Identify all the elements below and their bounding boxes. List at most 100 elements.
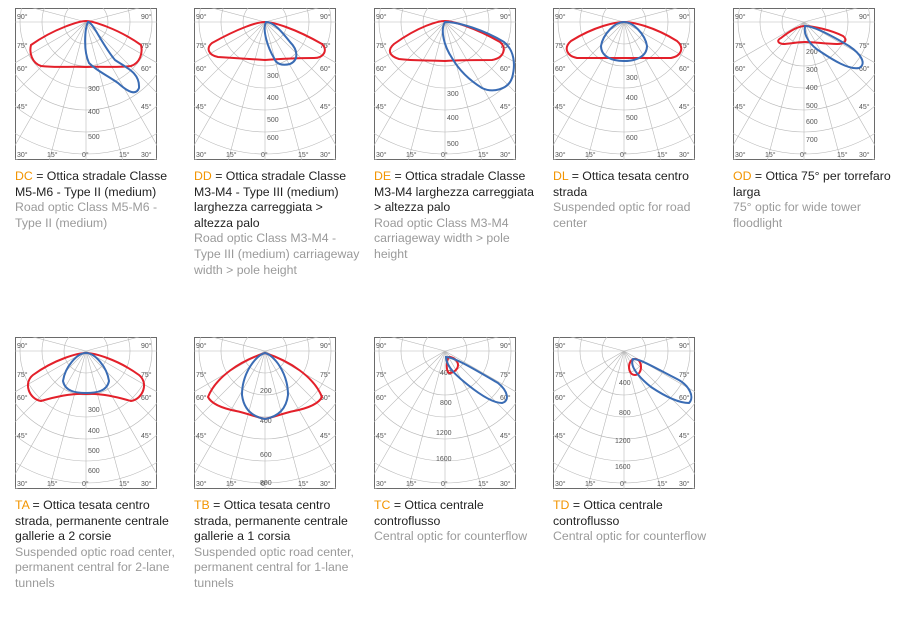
angle-label: 15° (226, 480, 237, 488)
blue-curve (444, 355, 508, 405)
radial-label: 200 (260, 388, 272, 395)
blue-curve (84, 20, 141, 94)
angle-label: 15° (585, 480, 596, 488)
angle-label: 60° (555, 65, 566, 73)
radial-label: 800 (440, 400, 452, 407)
angle-label: 75° (500, 371, 511, 379)
polar-diagram-dl: 90° 90° 75° 75° 60° 60° 45° 45° 30° 30° … (553, 8, 695, 160)
red-curve (627, 357, 643, 377)
radial-label: 500 (806, 103, 818, 110)
radial-label: 400 (440, 370, 452, 377)
angle-label: 90° (17, 342, 28, 350)
angle-label: 60° (376, 65, 387, 73)
optic-code: TC (374, 498, 391, 512)
angle-label: 90° (196, 342, 207, 350)
optic-code: TA (15, 498, 30, 512)
radial-label: 500 (88, 134, 100, 141)
radial-label: 400 (267, 95, 279, 102)
angle-label: 15° (119, 480, 130, 488)
radial-label: 200 (806, 49, 818, 56)
italian-description: = Ottica stradale Classe M3-M4 - Type II… (194, 169, 347, 230)
angle-label: 15° (837, 151, 848, 159)
angle-label: 60° (735, 65, 746, 73)
angle-label: 15° (226, 151, 237, 159)
english-description: Central optic for counterflow (374, 529, 528, 544)
angle-label: 90° (859, 13, 870, 21)
angle-label: 90° (376, 13, 387, 21)
radial-label: 300 (88, 407, 100, 414)
blue-curve (263, 20, 298, 66)
angle-label: 15° (47, 151, 58, 159)
radial-label: 400 (447, 115, 459, 122)
angle-label: 30° (859, 151, 870, 159)
angle-label: 90° (376, 342, 387, 350)
italian-description: = Ottica centrale controflusso (374, 498, 484, 528)
polar-diagram-td: 90° 90° 75° 75° 60° 60° 45° 45° 30° 30° … (553, 337, 695, 489)
radial-label: 800 (619, 410, 631, 417)
angle-label: 30° (500, 480, 511, 488)
optic-code: TB (194, 498, 210, 512)
angle-label: 45° (376, 432, 387, 440)
angle-label: 45° (376, 103, 387, 111)
optic-code: DL (553, 169, 569, 183)
angle-label: 90° (141, 342, 152, 350)
angle-label: 75° (679, 371, 690, 379)
italian-description: = Ottica tesata centro strada (553, 169, 689, 199)
english-description: Road optic Class M3-M4 - Type III (mediu… (194, 231, 360, 277)
radial-label: 300 (806, 67, 818, 74)
radial-label: 500 (447, 141, 459, 148)
optic-card-td: 90° 90° 75° 75° 60° 60° 45° 45° 30° 30° … (553, 337, 723, 545)
angle-label: 15° (298, 151, 309, 159)
angle-label: 0° (620, 151, 627, 159)
angle-label: 45° (141, 432, 152, 440)
angle-label: 15° (478, 151, 489, 159)
optic-code: DE (374, 169, 392, 183)
angle-label: 15° (585, 151, 596, 159)
angle-label: 60° (679, 65, 690, 73)
italian-description: = Ottica tesata centro strada, permanent… (194, 498, 348, 544)
angle-label: 90° (500, 13, 511, 21)
angle-label: 90° (679, 342, 690, 350)
angle-label: 30° (679, 480, 690, 488)
angle-label: 90° (196, 13, 207, 21)
angle-label: 30° (17, 480, 28, 488)
angle-label: 60° (320, 65, 331, 73)
angle-label: 45° (320, 103, 331, 111)
english-description: Road optic Class M5-M6 - Type II (medium… (15, 200, 158, 230)
italian-description: = Ottica stradale Classe M3-M4 larghezza… (374, 169, 534, 215)
radial-label: 600 (88, 468, 100, 475)
angle-label: 90° (320, 342, 331, 350)
angle-label: 45° (500, 432, 511, 440)
blue-curve (803, 24, 864, 70)
radial-label: 500 (88, 448, 100, 455)
angle-label: 30° (196, 151, 207, 159)
angle-label: 0° (261, 151, 268, 159)
italian-description: = Ottica tesata centro strada, permanent… (15, 498, 169, 544)
angle-label: 75° (735, 42, 746, 50)
angle-label: 75° (320, 371, 331, 379)
angle-label: 60° (196, 394, 207, 402)
angle-label: 0° (441, 151, 448, 159)
optic-card-de: 90° 90° 75° 75° 60° 60° 45° 45° 30° 30° … (374, 8, 544, 263)
angle-label: 60° (141, 65, 152, 73)
angle-label: 0° (261, 480, 268, 488)
radial-label: 1600 (436, 456, 452, 463)
english-description: Suspended optic for road center (553, 200, 691, 230)
radial-label: 500 (626, 115, 638, 122)
angle-label: 30° (376, 480, 387, 488)
angle-label: 15° (657, 480, 668, 488)
angle-label: 30° (17, 151, 28, 159)
angle-label: 60° (555, 394, 566, 402)
radial-label: 300 (447, 91, 459, 98)
angle-label: 0° (800, 151, 807, 159)
english-description: Central optic for counterflow (553, 529, 707, 544)
angle-label: 60° (320, 394, 331, 402)
angle-label: 90° (735, 13, 746, 21)
angle-label: 30° (141, 151, 152, 159)
angle-label: 45° (735, 103, 746, 111)
optic-card-tb: 90° 90° 75° 75° 60° 60° 45° 45° 30° 30° … (194, 337, 364, 592)
blue-curve (441, 20, 515, 92)
angle-label: 75° (141, 42, 152, 50)
angle-label: 75° (376, 42, 387, 50)
angle-label: 15° (47, 480, 58, 488)
